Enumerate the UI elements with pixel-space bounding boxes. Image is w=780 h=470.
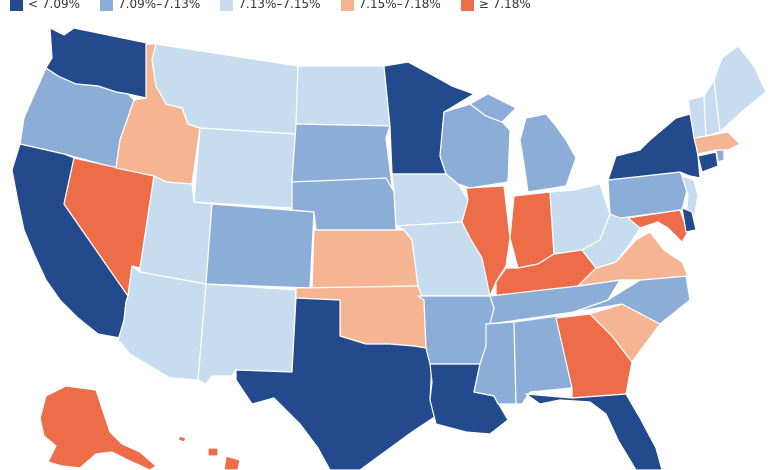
- state-sd[interactable]: [291, 123, 393, 187]
- state-ma[interactable]: [693, 131, 741, 155]
- legend-swatch-bin-2: [100, 0, 113, 11]
- state-hi-maui[interactable]: [207, 447, 219, 457]
- state-ak[interactable]: [39, 385, 157, 470]
- state-mi[interactable]: [469, 93, 517, 123]
- state-al[interactable]: [513, 315, 573, 405]
- legend: < 7.09% 7.09%–7.13% 7.13%–7.15% 7.15%–7.…: [10, 0, 551, 13]
- state-nj[interactable]: [681, 175, 699, 219]
- state-in[interactable]: [509, 191, 555, 269]
- state-me[interactable]: [713, 45, 767, 133]
- legend-item-bin-5: ≥ 7.18%: [460, 0, 531, 11]
- state-ar[interactable]: [417, 295, 495, 365]
- state-co[interactable]: [205, 203, 315, 289]
- state-sc[interactable]: [589, 303, 661, 363]
- legend-label-bin-2: 7.09%–7.13%: [118, 0, 201, 11]
- state-nc[interactable]: [573, 275, 691, 325]
- state-de[interactable]: [681, 207, 697, 233]
- state-ct[interactable]: [697, 151, 719, 173]
- legend-item-bin-1: < 7.09%: [10, 0, 80, 11]
- legend-label-bin-1: < 7.09%: [28, 0, 80, 11]
- state-fl[interactable]: [525, 393, 663, 470]
- legend-label-bin-5: ≥ 7.18%: [478, 0, 531, 11]
- legend-label-bin-3: 7.13%–7.15%: [238, 0, 321, 11]
- legend-item-bin-4: 7.15%–7.18%: [340, 0, 441, 11]
- legend-label-bin-4: 7.15%–7.18%: [358, 0, 441, 11]
- state-tx[interactable]: [235, 297, 437, 470]
- legend-swatch-bin-4: [340, 0, 354, 11]
- state-az[interactable]: [117, 265, 207, 381]
- state-md[interactable]: [627, 209, 689, 243]
- state-nd[interactable]: [295, 65, 391, 127]
- legend-swatch-bin-3: [220, 0, 234, 11]
- state-mi-lower[interactable]: [519, 113, 577, 193]
- state-ks[interactable]: [311, 229, 419, 289]
- state-hi[interactable]: [177, 435, 187, 443]
- legend-item-bin-3: 7.13%–7.15%: [220, 0, 321, 11]
- state-hi-big[interactable]: [223, 455, 241, 470]
- legend-swatch-bin-5: [460, 0, 474, 11]
- legend-item-bin-2: 7.09%–7.13%: [100, 0, 200, 11]
- state-nm[interactable]: [197, 283, 297, 385]
- state-wy[interactable]: [193, 127, 297, 209]
- state-ny[interactable]: [607, 113, 701, 181]
- legend-swatch-bin-1: [10, 0, 23, 11]
